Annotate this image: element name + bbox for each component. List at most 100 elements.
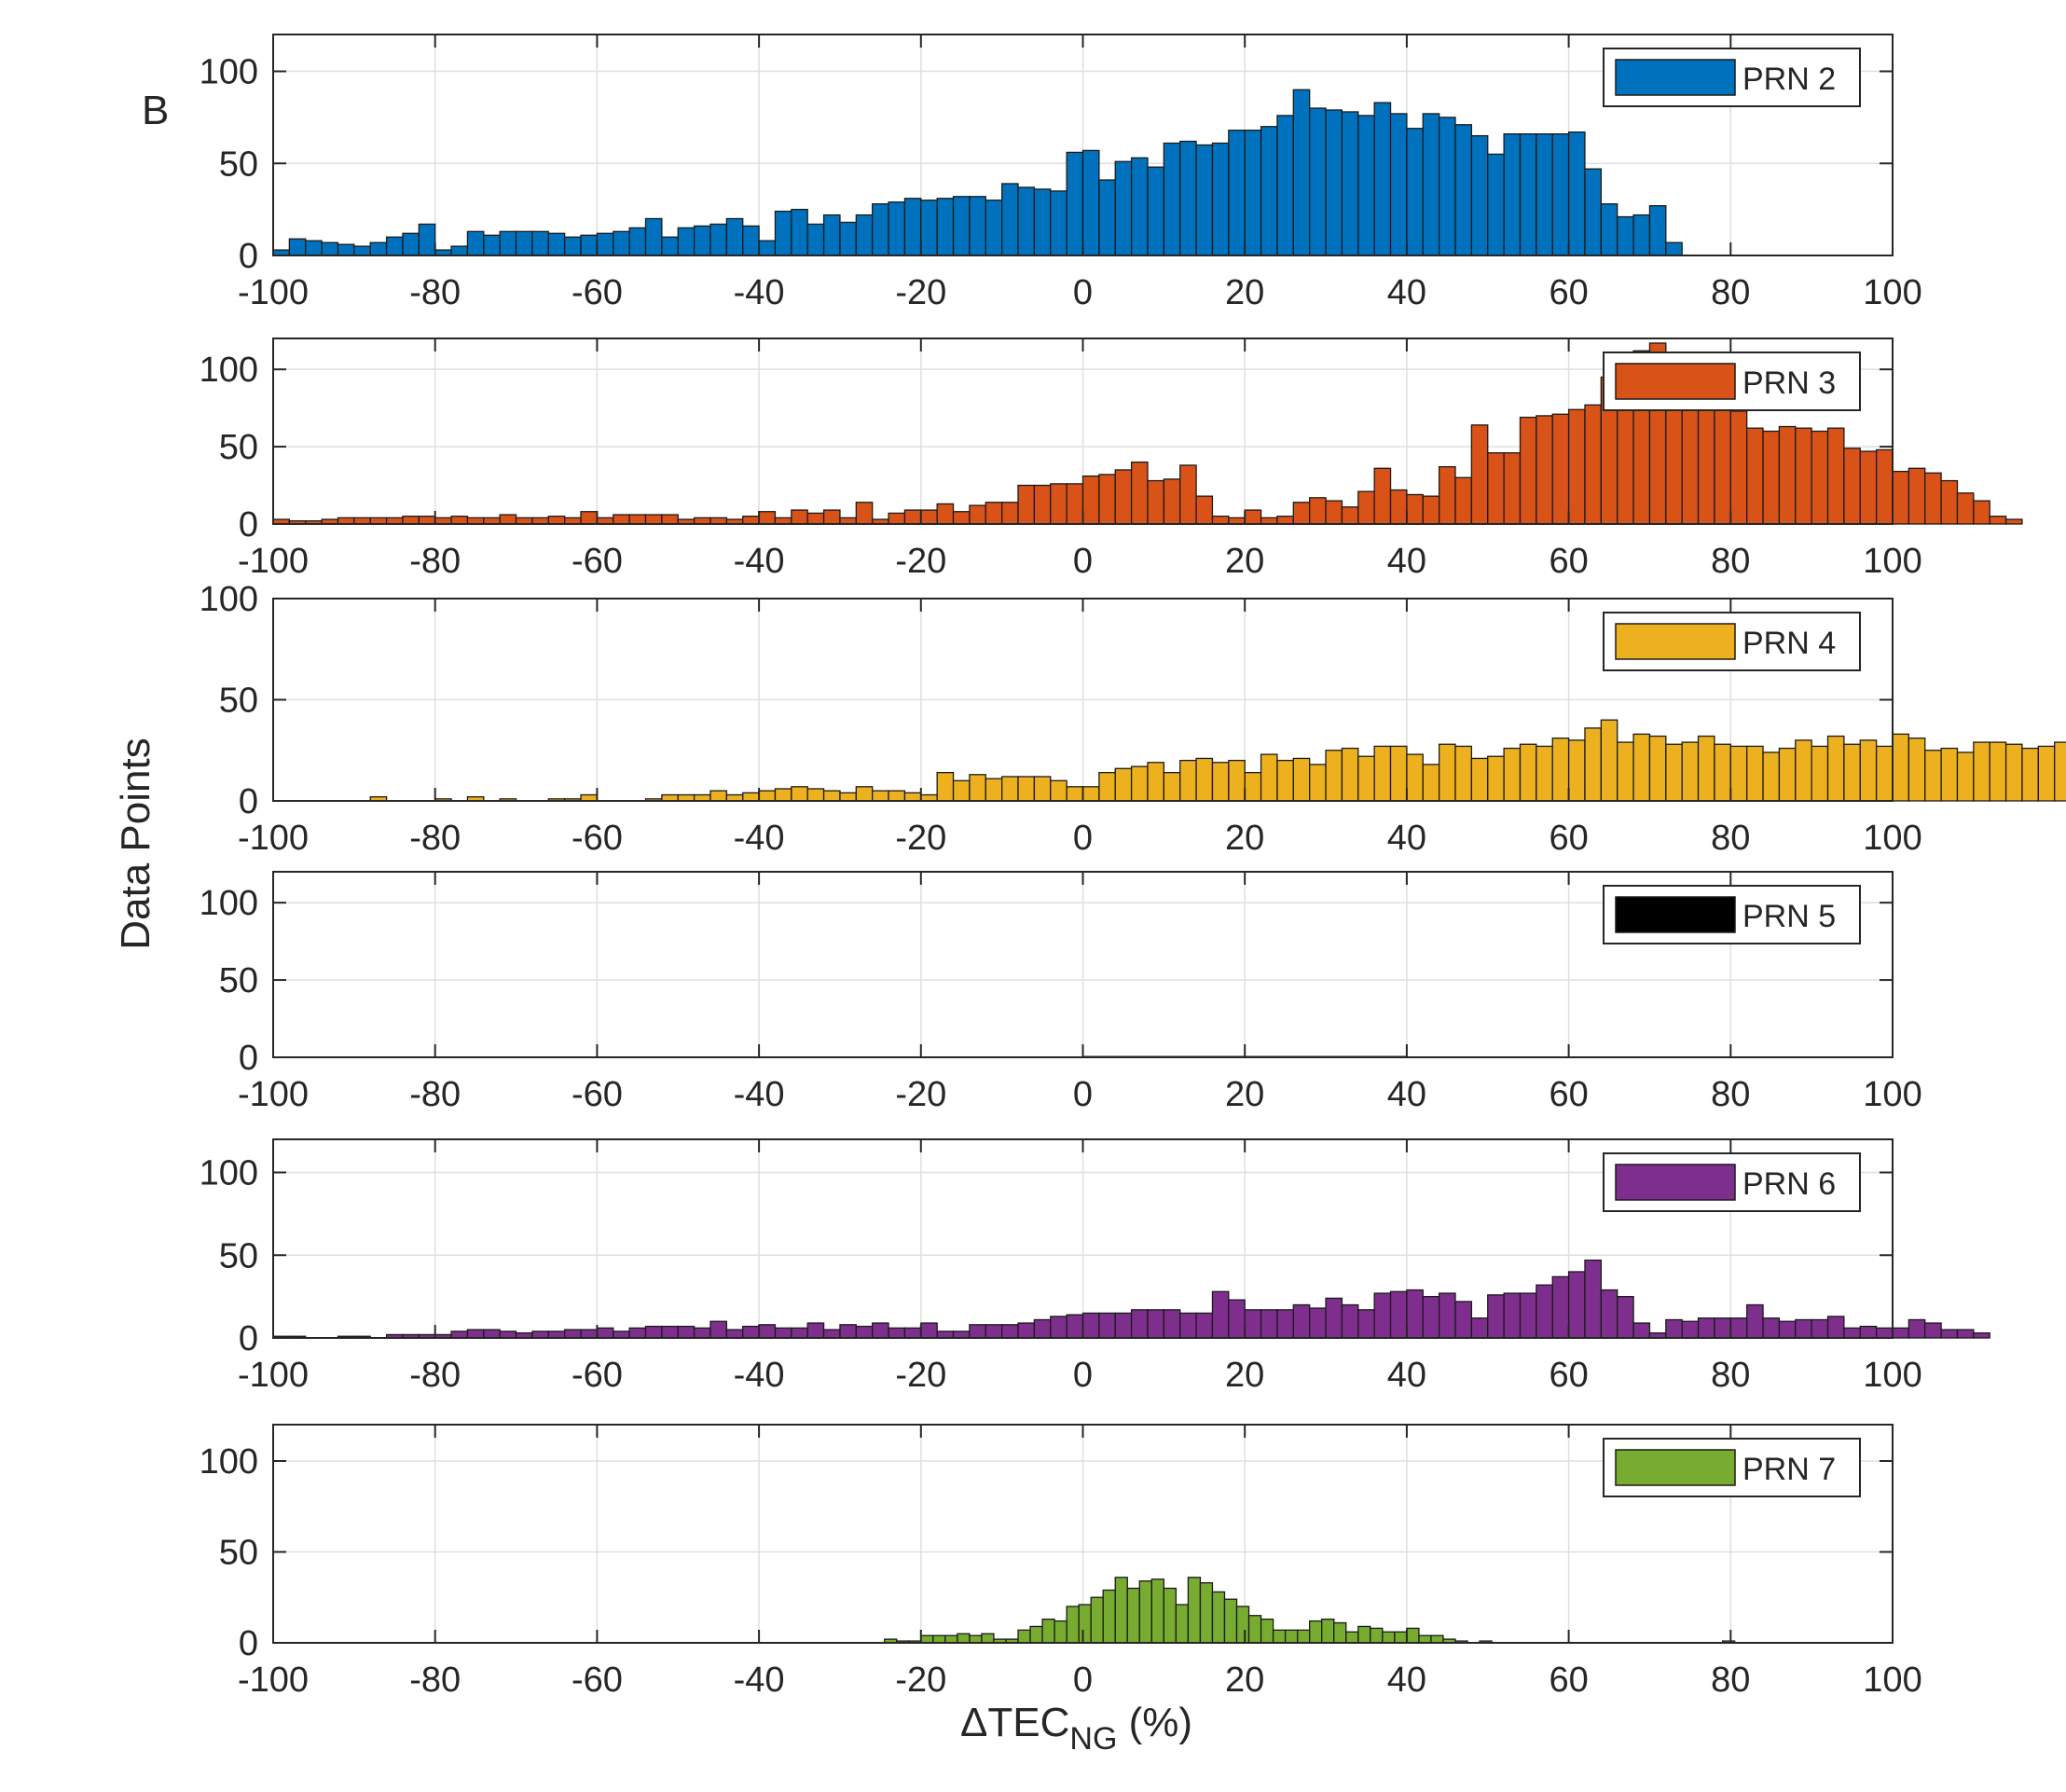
histogram-bar — [903, 792, 922, 802]
x-tick-label: -100 — [238, 542, 309, 581]
histogram-bar — [1600, 719, 1618, 802]
histogram-bar — [2054, 741, 2066, 802]
legend: PRN 3 — [1603, 352, 1861, 411]
x-tick-label: 80 — [1711, 542, 1750, 581]
histogram-bar — [1292, 89, 1311, 256]
histogram-bar — [1729, 410, 1748, 525]
histogram-bar — [1940, 747, 1959, 802]
histogram-bar — [1989, 741, 2007, 802]
histogram-bar — [1422, 764, 1440, 802]
histogram-bar — [758, 511, 777, 525]
histogram-bar — [1681, 1320, 1700, 1339]
histogram-bar — [1762, 751, 1781, 802]
histogram-bar — [2037, 745, 2056, 802]
histogram-bar — [1066, 1606, 1080, 1644]
panel-label: B — [142, 88, 169, 133]
histogram-bar — [742, 1325, 760, 1339]
histogram-bar — [1648, 735, 1667, 802]
histogram-bar — [1956, 751, 1975, 802]
histogram-bar — [1892, 1327, 1910, 1339]
histogram-bar — [1924, 472, 1942, 525]
histogram-bar — [1373, 1292, 1392, 1339]
histogram-bar — [1454, 745, 1473, 802]
y-tick-label: 100 — [200, 351, 258, 390]
histogram-bar — [1487, 1294, 1505, 1339]
x-tick-label: -40 — [734, 1661, 785, 1700]
histogram-bar — [1551, 132, 1570, 256]
histogram-bar — [936, 198, 955, 256]
histogram-bar — [1244, 1309, 1262, 1339]
histogram-bar — [1033, 484, 1052, 525]
histogram-bar — [1211, 1591, 1226, 1644]
histogram-bar — [1859, 739, 1878, 802]
histogram-bar — [1325, 750, 1343, 802]
histogram-bar — [1617, 1295, 1634, 1339]
histogram-bar — [1138, 1580, 1152, 1644]
chart-panel-6: -100 -80 -60 -40 -20 0 20 40 60 80 100 0 50 100 PRN 7 — [200, 1424, 1922, 1700]
histogram-bar — [822, 509, 841, 525]
histogram-bar — [1195, 495, 1214, 525]
histogram-bar — [369, 241, 388, 256]
histogram-bar — [1179, 464, 1197, 525]
x-tick-label: -100 — [238, 1075, 309, 1114]
histogram-bar — [677, 1325, 696, 1339]
histogram-bar — [1098, 474, 1116, 525]
x-tick-label: -80 — [409, 1661, 461, 1700]
histogram-bar — [1114, 1312, 1133, 1339]
x-tick-label: -60 — [572, 819, 623, 858]
histogram-bar — [1357, 1309, 1375, 1339]
legend: PRN 6 — [1603, 1152, 1861, 1212]
histogram-bar — [1163, 478, 1181, 525]
histogram-bar — [774, 210, 792, 256]
y-tick-label: 50 — [219, 1236, 258, 1275]
legend-swatch — [1615, 363, 1736, 400]
histogram-bar — [774, 1327, 792, 1339]
x-axis-label-main: ΔTEC — [960, 1700, 1069, 1745]
histogram-bar — [483, 234, 501, 256]
histogram-bar — [969, 1634, 983, 1644]
histogram-bar — [1179, 759, 1197, 802]
histogram-bar — [1989, 516, 2007, 525]
histogram-bar — [985, 778, 1003, 802]
histogram-bar — [725, 217, 744, 256]
histogram-bar — [1017, 484, 1036, 525]
histogram-bar — [1843, 743, 1861, 802]
histogram-bar — [1600, 1289, 1618, 1339]
histogram-bar — [1325, 500, 1343, 525]
legend: PRN 2 — [1603, 48, 1861, 107]
histogram-bar — [1033, 188, 1052, 256]
histogram-bar — [1394, 1631, 1408, 1644]
x-tick-label: -20 — [895, 273, 946, 312]
y-tick-label: 50 — [219, 145, 258, 184]
histogram-bar — [1382, 1631, 1396, 1644]
histogram-bar — [822, 1329, 841, 1339]
histogram-bar — [1714, 743, 1731, 802]
y-tick-label: 100 — [200, 580, 258, 619]
histogram-bar — [1081, 1312, 1100, 1339]
histogram-bar — [628, 227, 647, 256]
x-tick-label: 0 — [1073, 1075, 1093, 1114]
x-tick-label: -40 — [734, 273, 785, 312]
histogram-bar — [1244, 771, 1262, 802]
histogram-bar — [547, 516, 566, 525]
histogram-bar — [1370, 1627, 1384, 1644]
y-tick-label: 100 — [200, 1442, 258, 1482]
histogram-bar — [1519, 416, 1537, 525]
histogram-bar — [1017, 186, 1036, 256]
histogram-bar — [1050, 190, 1067, 256]
histogram-bar — [742, 516, 760, 525]
histogram-bar — [1066, 1314, 1084, 1339]
histogram-bar — [1940, 1329, 1959, 1339]
histogram-bar — [1357, 1625, 1371, 1644]
histogram-bar — [1584, 1259, 1602, 1339]
histogram-bars — [369, 719, 2066, 802]
histogram-bar — [321, 241, 339, 256]
x-tick-label: 0 — [1073, 1356, 1093, 1395]
x-tick-label: -40 — [734, 1075, 785, 1114]
x-tick-label: 100 — [1863, 542, 1921, 581]
histogram-bar — [1956, 1329, 1975, 1339]
histogram-bar — [450, 245, 469, 256]
histogram-bar — [1292, 1303, 1311, 1339]
histogram-bar — [903, 1327, 922, 1339]
